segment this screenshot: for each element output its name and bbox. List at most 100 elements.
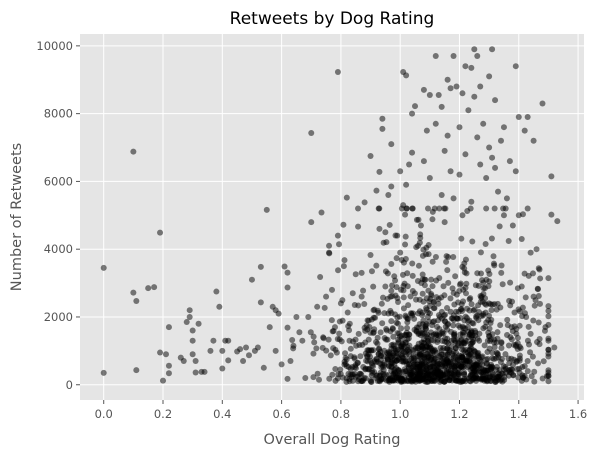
- data-point: [531, 378, 538, 385]
- data-point: [479, 353, 486, 360]
- data-point: [472, 372, 479, 379]
- data-point: [515, 374, 522, 381]
- data-point: [498, 269, 505, 276]
- data-point: [489, 349, 496, 356]
- data-point: [376, 168, 383, 175]
- data-point: [462, 63, 469, 70]
- data-point: [293, 313, 300, 320]
- data-point: [390, 350, 397, 357]
- data-point: [308, 129, 315, 136]
- data-point: [432, 120, 439, 127]
- data-point: [534, 285, 541, 292]
- data-point: [397, 249, 404, 256]
- data-point: [314, 370, 321, 377]
- data-point: [452, 273, 459, 280]
- data-point: [381, 310, 388, 317]
- data-point: [481, 342, 488, 349]
- data-point: [162, 351, 169, 358]
- data-point: [447, 295, 454, 302]
- data-point: [488, 316, 495, 323]
- data-point: [368, 268, 375, 275]
- data-point: [225, 337, 232, 344]
- data-point: [525, 323, 532, 330]
- data-point: [512, 168, 519, 175]
- data-point: [410, 347, 417, 354]
- data-point: [189, 327, 196, 334]
- data-point: [393, 319, 400, 326]
- data-point: [412, 103, 419, 110]
- data-point: [498, 339, 505, 346]
- data-point: [278, 361, 285, 368]
- data-point: [450, 254, 457, 261]
- data-point: [375, 350, 382, 357]
- data-point: [192, 358, 199, 365]
- data-point: [425, 287, 432, 294]
- data-point: [320, 334, 327, 341]
- data-point: [420, 86, 427, 93]
- data-point: [287, 358, 294, 365]
- data-point: [145, 285, 152, 292]
- data-point: [438, 377, 445, 384]
- data-point: [334, 68, 341, 75]
- data-point: [186, 307, 193, 314]
- data-point: [466, 351, 473, 358]
- data-point: [423, 367, 430, 374]
- data-point: [410, 310, 416, 317]
- data-point: [461, 265, 468, 272]
- data-point: [443, 360, 450, 367]
- data-point: [428, 329, 435, 336]
- data-point: [420, 362, 427, 369]
- data-point: [441, 292, 448, 299]
- data-point: [281, 263, 288, 270]
- data-point: [493, 355, 500, 362]
- data-point: [512, 63, 519, 70]
- data-point: [399, 369, 406, 376]
- data-point: [257, 299, 264, 306]
- data-point: [483, 175, 490, 182]
- data-point: [405, 302, 412, 309]
- data-point: [411, 361, 418, 368]
- data-point: [382, 229, 389, 236]
- data-point: [469, 364, 476, 371]
- data-point: [463, 280, 470, 287]
- data-point: [402, 358, 409, 365]
- data-point: [313, 345, 320, 352]
- data-point: [436, 331, 443, 338]
- data-point: [456, 124, 463, 131]
- data-point: [530, 293, 537, 300]
- data-point: [380, 363, 387, 370]
- data-point: [367, 153, 374, 159]
- data-point: [435, 312, 442, 319]
- data-point: [438, 357, 445, 364]
- data-point: [477, 249, 484, 256]
- data-point: [488, 235, 495, 242]
- data-point: [373, 262, 380, 269]
- data-point: [404, 319, 411, 326]
- data-point: [498, 345, 505, 352]
- data-point: [425, 242, 432, 249]
- data-point: [403, 72, 410, 79]
- data-point: [326, 249, 333, 256]
- data-points: [100, 46, 561, 386]
- data-point: [486, 333, 493, 340]
- data-point: [515, 114, 522, 121]
- data-point: [316, 376, 323, 383]
- data-point: [424, 314, 431, 321]
- data-point: [406, 161, 413, 168]
- chart-title: Retweets by Dog Rating: [230, 9, 435, 29]
- data-point: [263, 206, 270, 213]
- data-point: [485, 370, 492, 377]
- data-point: [545, 275, 552, 282]
- data-point: [545, 307, 552, 314]
- data-point: [284, 284, 291, 291]
- data-point: [390, 370, 397, 377]
- y-tick-label: 4000: [44, 242, 73, 256]
- data-point: [507, 279, 514, 286]
- data-point: [493, 349, 500, 356]
- data-point: [533, 246, 540, 253]
- data-point: [438, 103, 445, 110]
- data-point: [491, 344, 498, 351]
- data-point: [366, 323, 373, 330]
- data-point: [469, 238, 476, 245]
